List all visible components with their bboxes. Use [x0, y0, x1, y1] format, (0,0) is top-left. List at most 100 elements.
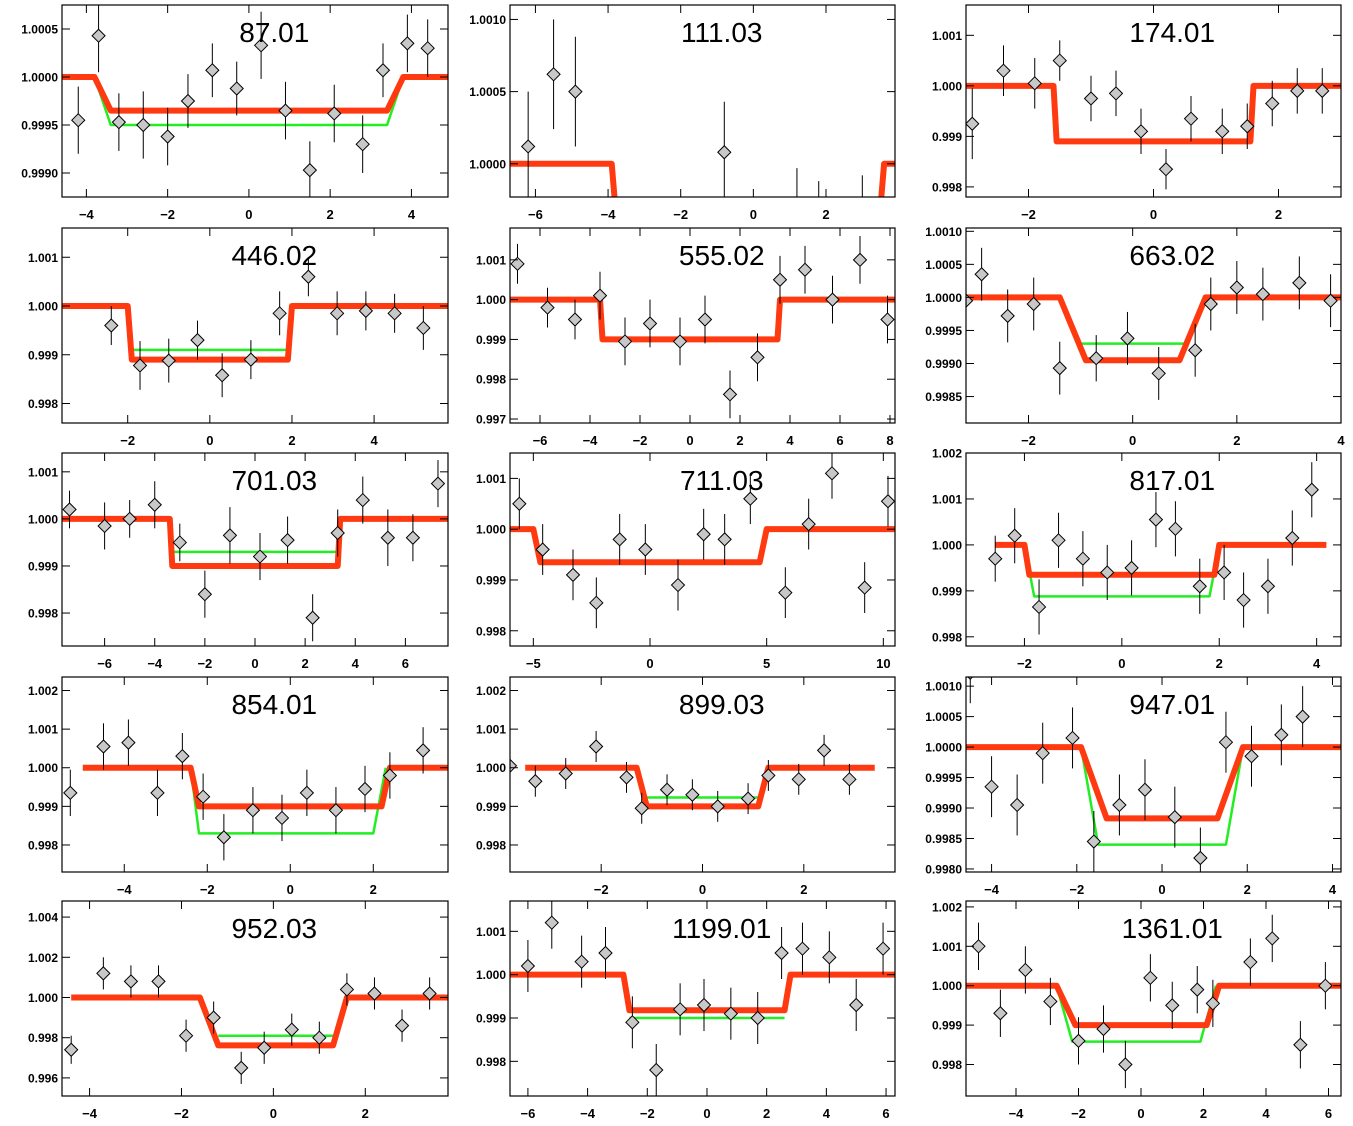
- y-tick-label: 0.999: [28, 348, 58, 362]
- plot-area: [510, 453, 895, 629]
- data-point: [1018, 962, 1033, 978]
- data-point: [740, 381, 753, 394]
- data-point: [791, 772, 806, 787]
- data-point: [598, 945, 613, 961]
- y-tick-label: 1.0005: [925, 258, 962, 272]
- x-tick-label: −6: [533, 433, 548, 448]
- data-point: [330, 525, 345, 541]
- x-tick-label: 2: [1244, 882, 1251, 897]
- data-point: [717, 145, 732, 160]
- plot-area: [62, 257, 448, 398]
- red-model-line: [510, 971, 895, 1014]
- data-point: [834, 319, 847, 332]
- y-tick-label: 1.001: [932, 29, 962, 43]
- data-point: [996, 63, 1011, 78]
- plot-area: [63, 957, 448, 1084]
- x-tick-label: −4: [1009, 1106, 1025, 1121]
- y-tick-label: 0.9990: [925, 802, 962, 816]
- y-tick-label: 0.998: [476, 838, 506, 852]
- data-point: [510, 256, 525, 272]
- panel-title: 1361.01: [1122, 913, 1223, 944]
- green-model-line: [1079, 746, 1245, 846]
- data-point: [420, 40, 435, 56]
- x-tick-label: −2: [120, 433, 135, 448]
- data-point: [132, 358, 148, 373]
- x-tick-label: 0: [245, 207, 252, 222]
- data-point: [1236, 592, 1251, 608]
- light-curve-panel-13: −6 −4 −2 0 2 4 6 0.998 0.999 1.000 1.001 1199.01: [476, 900, 896, 1121]
- x-tick-label: −4: [147, 656, 163, 671]
- data-point: [592, 288, 608, 303]
- data-point: [1035, 745, 1050, 761]
- data-point: [875, 941, 891, 956]
- data-point: [966, 116, 980, 131]
- data-point: [301, 269, 316, 284]
- red-model-line: [510, 160, 895, 197]
- data-point: [856, 219, 869, 232]
- data-point: [1215, 124, 1230, 139]
- data-point: [172, 535, 188, 550]
- y-tick-label: 1.000: [28, 991, 58, 1005]
- data-point: [1100, 565, 1115, 580]
- panel-title: 111.03: [681, 17, 762, 48]
- y-tick-label: 0.999: [28, 559, 58, 573]
- panel-title: 174.01: [1129, 17, 1215, 48]
- x-tick-label: 0: [1129, 433, 1136, 448]
- data-point: [1293, 1037, 1308, 1052]
- y-tick-label: 0.9990: [925, 357, 962, 371]
- data-point: [1009, 797, 1025, 813]
- data-point: [1304, 482, 1319, 497]
- data-point: [1190, 982, 1205, 997]
- x-tick-label: −4: [82, 1106, 98, 1121]
- data-point: [710, 799, 725, 814]
- data-point: [1168, 521, 1183, 537]
- y-tick-label: 0.9980: [925, 862, 962, 876]
- data-point: [619, 770, 634, 785]
- x-tick-label: −4: [580, 1106, 596, 1121]
- data-point: [305, 610, 320, 625]
- y-tick-label: 1.001: [476, 253, 506, 267]
- plot-frame: [965, 676, 1342, 873]
- data-point: [97, 518, 112, 534]
- data-point: [161, 353, 176, 368]
- data-point: [416, 320, 431, 336]
- data-point: [91, 28, 106, 43]
- data-point: [1143, 970, 1158, 986]
- data-point: [234, 1060, 249, 1076]
- data-point: [558, 766, 573, 781]
- data-point: [816, 743, 832, 758]
- y-tick-label: 1.004: [28, 911, 58, 925]
- y-tick-label: 1.0005: [925, 710, 962, 724]
- x-tick-label: −6: [528, 207, 543, 222]
- y-tick-label: 0.9995: [925, 771, 962, 785]
- x-tick-label: 0: [1137, 1106, 1144, 1121]
- data-point: [415, 743, 431, 758]
- light-curve-panel-9: −4 −2 0 2 0.998 0.999 1.000 1.001 1.002 854.01: [28, 676, 449, 897]
- data-point: [697, 312, 713, 327]
- light-curve-panel-11: −4 −2 0 2 4 0.9980 0.9985 0.9990 0.9995 1.0000 1.0…: [925, 676, 1342, 897]
- panel-title: 555.02: [679, 240, 765, 271]
- data-point: [1118, 1057, 1133, 1072]
- data-point: [243, 352, 259, 367]
- x-tick-label: −2: [673, 207, 688, 222]
- data-point: [642, 316, 658, 331]
- data-point: [394, 1018, 410, 1033]
- data-point: [790, 212, 803, 225]
- light-curve-panel-2: −2 0 2 0.998 0.999 1.000 1.001 174.01: [932, 4, 1342, 222]
- plot-area: [62, 5, 448, 197]
- data-point: [1112, 797, 1127, 813]
- plot-area: [966, 247, 1341, 400]
- data-point: [272, 306, 287, 321]
- red-model-line: [966, 982, 1341, 1029]
- y-tick-label: 1.001: [476, 925, 506, 939]
- data-point: [565, 567, 581, 583]
- x-tick-label: 2: [1200, 1106, 1207, 1121]
- data-point: [1255, 286, 1271, 302]
- x-tick-label: 6: [402, 656, 409, 671]
- data-point: [1205, 996, 1221, 1011]
- data-point: [778, 585, 793, 600]
- red-model-line: [525, 764, 875, 810]
- data-point: [71, 112, 86, 128]
- data-point: [357, 781, 373, 797]
- data-point: [160, 129, 175, 144]
